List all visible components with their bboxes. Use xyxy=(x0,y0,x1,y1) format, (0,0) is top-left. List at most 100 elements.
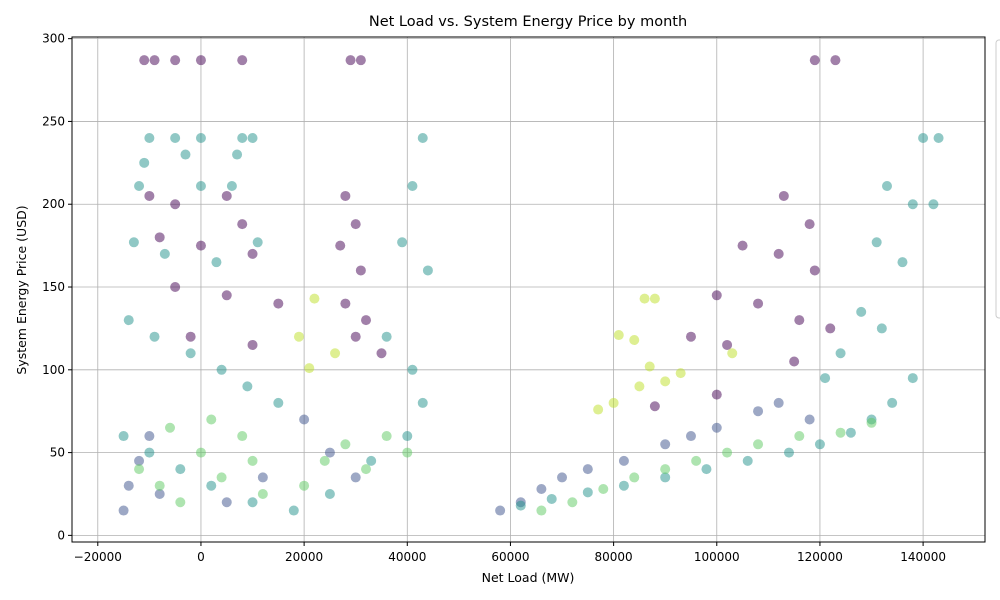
x-tick-label: 40000 xyxy=(388,550,426,564)
data-point xyxy=(165,422,176,433)
data-point xyxy=(211,257,222,268)
data-point xyxy=(247,455,258,466)
data-point xyxy=(340,439,351,450)
data-point xyxy=(711,422,722,433)
data-point xyxy=(144,431,155,442)
data-point xyxy=(154,480,165,491)
data-point xyxy=(397,237,408,248)
x-tick-label: 20000 xyxy=(285,550,323,564)
data-point xyxy=(221,497,232,508)
data-point xyxy=(422,265,433,276)
data-point xyxy=(685,431,696,442)
y-axis-label: System Energy Price (USD) xyxy=(14,205,29,374)
data-point xyxy=(340,190,351,201)
data-point xyxy=(753,298,764,309)
data-point xyxy=(701,464,712,475)
data-point xyxy=(309,293,320,304)
y-tick-label: 100 xyxy=(42,363,65,377)
data-point xyxy=(237,431,248,442)
data-point xyxy=(195,133,206,143)
data-point xyxy=(634,381,645,392)
data-point xyxy=(154,232,165,243)
data-point xyxy=(722,447,733,458)
data-point xyxy=(567,497,578,508)
data-point xyxy=(897,257,908,268)
data-point xyxy=(221,290,232,301)
data-point xyxy=(139,55,150,66)
data-point xyxy=(649,293,660,304)
plot-frame xyxy=(71,36,986,543)
data-point xyxy=(773,248,784,259)
data-point xyxy=(928,199,939,210)
data-point xyxy=(319,455,330,466)
data-point xyxy=(582,464,593,475)
data-point xyxy=(123,315,134,326)
data-point xyxy=(232,149,243,160)
data-point xyxy=(402,447,413,458)
data-point xyxy=(825,323,836,334)
data-point xyxy=(134,464,145,475)
data-point xyxy=(185,331,196,342)
x-tick-label: 100000 xyxy=(694,550,740,564)
data-point xyxy=(335,240,346,251)
data-point xyxy=(361,315,372,326)
data-point xyxy=(299,414,310,425)
data-point xyxy=(660,464,671,475)
data-point xyxy=(324,488,335,499)
data-point xyxy=(660,439,671,450)
data-point xyxy=(247,497,258,508)
data-point xyxy=(417,397,428,408)
data-point xyxy=(830,55,841,66)
data-point xyxy=(582,487,593,498)
data-point xyxy=(866,417,877,428)
data-point xyxy=(887,397,898,408)
data-point xyxy=(820,373,831,384)
data-point xyxy=(149,331,160,342)
data-point xyxy=(675,368,686,379)
y-tick-label: 50 xyxy=(50,446,65,460)
data-point xyxy=(216,472,227,483)
data-point xyxy=(237,55,248,66)
data-point xyxy=(918,133,929,143)
data-point xyxy=(495,505,506,516)
data-point xyxy=(618,455,629,466)
legend-box xyxy=(995,39,1000,319)
x-tick-label: 60000 xyxy=(491,550,529,564)
data-point xyxy=(134,181,145,192)
data-point xyxy=(144,447,155,458)
data-point xyxy=(206,414,217,425)
data-point xyxy=(593,404,604,415)
data-point xyxy=(660,472,671,483)
data-point xyxy=(804,219,815,230)
data-point xyxy=(933,133,944,143)
data-point xyxy=(175,464,186,475)
data-point xyxy=(242,381,253,392)
data-point xyxy=(407,181,418,192)
data-point xyxy=(407,364,418,375)
data-point xyxy=(355,265,366,276)
data-point xyxy=(345,55,356,66)
data-point xyxy=(257,472,268,483)
data-point xyxy=(629,472,640,483)
data-point xyxy=(835,348,846,359)
data-point xyxy=(123,480,134,491)
data-point xyxy=(257,488,268,499)
data-point xyxy=(366,455,377,466)
data-point xyxy=(402,431,413,442)
data-point xyxy=(237,133,248,143)
data-point xyxy=(350,331,361,342)
x-tick-label: 140000 xyxy=(900,550,946,564)
data-point xyxy=(753,439,764,450)
data-point xyxy=(907,373,918,384)
axis-ticks: −20000 0 20000 40000 60000 80000 100000 120000 1… xyxy=(42,32,946,564)
data-point xyxy=(613,330,624,341)
data-point xyxy=(304,363,315,374)
data-point xyxy=(144,133,155,143)
y-tick-label: 300 xyxy=(42,32,65,46)
data-point xyxy=(753,406,764,417)
data-point xyxy=(128,237,139,248)
data-point xyxy=(618,480,629,491)
data-point xyxy=(299,480,310,491)
data-point xyxy=(195,55,206,66)
